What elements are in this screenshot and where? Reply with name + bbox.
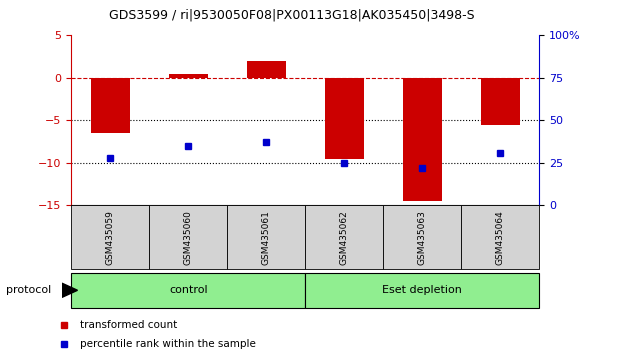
Text: GSM435059: GSM435059 [106,210,115,265]
Bar [383,205,461,269]
Bar [169,74,208,78]
Text: GSM435063: GSM435063 [418,210,427,265]
Bar [403,78,442,201]
Text: GDS3599 / ri|9530050F08|PX00113G18|AK035450|3498-S: GDS3599 / ri|9530050F08|PX00113G18|AK035… [108,9,474,22]
Bar [481,78,520,125]
Bar [461,205,539,269]
Text: Eset depletion: Eset depletion [383,285,463,295]
Bar [305,205,383,269]
Text: percentile rank within the sample: percentile rank within the sample [80,339,255,349]
Bar [305,273,539,308]
Text: GSM435061: GSM435061 [262,210,271,265]
Text: GSM435064: GSM435064 [496,210,505,264]
Text: GSM435062: GSM435062 [340,210,349,264]
Text: GSM435060: GSM435060 [184,210,193,265]
Polygon shape [62,283,78,297]
Bar [325,78,364,159]
Bar [228,205,305,269]
Bar [91,78,130,133]
Text: protocol: protocol [6,285,51,295]
Text: transformed count: transformed count [80,320,177,330]
Bar [71,205,149,269]
Bar [247,61,286,78]
Bar [71,273,305,308]
Bar [149,205,228,269]
Text: control: control [169,285,208,295]
